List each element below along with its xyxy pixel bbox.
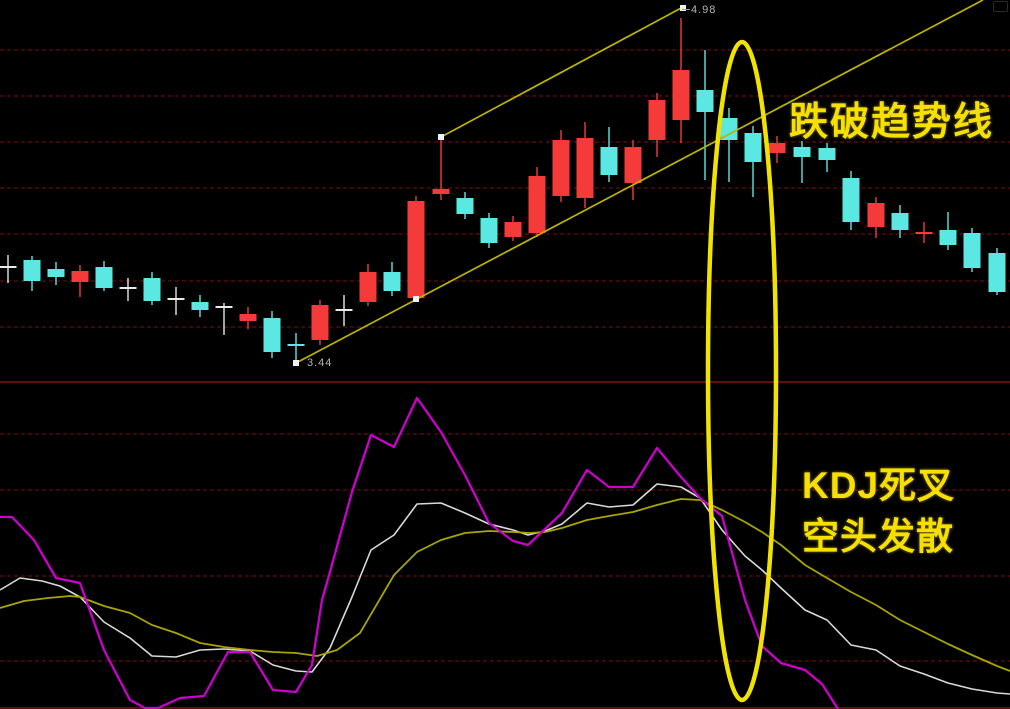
anchor-dot: [438, 134, 444, 140]
kdj-annotation: KDJ死叉 空头发散: [802, 460, 955, 562]
highlight-ellipse: [705, 39, 779, 703]
anchor-dot: [680, 5, 686, 11]
candle-body: [287, 344, 305, 346]
candle-body: [624, 147, 642, 183]
candle-body: [988, 253, 1006, 292]
watermark: [993, 1, 1008, 12]
candle-body: [311, 305, 329, 340]
candle-body: [552, 140, 570, 196]
candle-body: [215, 306, 233, 308]
candle-body: [744, 133, 762, 162]
candle-body: [504, 222, 522, 237]
candle-body: [47, 269, 65, 277]
candle-body: [119, 287, 137, 289]
candle-body: [0, 266, 17, 268]
candle-body: [239, 314, 257, 321]
candle-body: [335, 309, 353, 311]
kdj-annotation-line1: KDJ死叉: [802, 465, 956, 506]
k-line: [0, 483, 1010, 695]
candle-body: [648, 100, 666, 140]
candle-body: [432, 189, 450, 194]
high-price-tick: [682, 9, 690, 10]
high-price-label: 4.98: [691, 4, 717, 16]
j-line: [0, 396, 839, 709]
d-line: [0, 498, 1010, 672]
candle-body: [263, 318, 281, 352]
candle-body: [939, 230, 957, 245]
candle-body: [696, 90, 714, 112]
candle-body: [891, 213, 909, 230]
candle-body: [793, 147, 811, 157]
anchor-dot: [293, 360, 299, 366]
candle-body: [167, 298, 185, 300]
candle-body: [915, 232, 933, 234]
candle-body: [720, 118, 738, 140]
candle-body: [383, 272, 401, 291]
candle-body: [143, 278, 161, 301]
candle-body: [818, 148, 836, 160]
candle-body: [768, 143, 786, 153]
candle-body: [528, 176, 546, 233]
upper-channel-line: [440, 6, 684, 138]
lower-channel-line: [295, 0, 984, 364]
candle-body: [191, 302, 209, 310]
candle-body: [963, 233, 981, 268]
candle-body: [456, 198, 474, 214]
candle-body: [576, 138, 594, 198]
trendline-break-annotation: 跌破趋势线: [789, 101, 995, 144]
candle-body: [407, 201, 425, 298]
candle-body: [600, 147, 618, 175]
candle-body: [480, 218, 498, 243]
candle-body: [867, 203, 885, 227]
candle-body: [71, 271, 89, 282]
candle-body: [23, 260, 41, 281]
kdj-annotation-line2: 空头发散: [802, 516, 954, 557]
candle-body: [842, 178, 860, 222]
anchor-dot: [413, 296, 419, 302]
candle-body: [672, 70, 690, 120]
candle-body: [359, 272, 377, 302]
low-price-label: 3.44: [307, 357, 333, 369]
candle-body: [95, 267, 113, 288]
